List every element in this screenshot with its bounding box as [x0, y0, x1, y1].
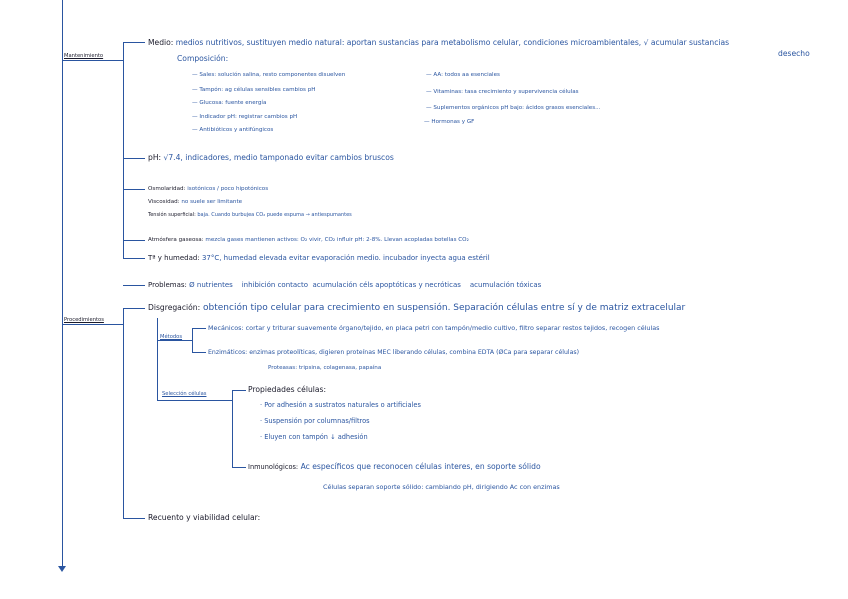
mecanicos-line: Mecánicos: cortar y triturar suavemente …	[208, 324, 660, 332]
connector	[123, 42, 145, 44]
connector	[123, 518, 145, 520]
proteasas-line: Proteasas: tripsina, colagenasa, papaína	[268, 365, 382, 371]
medio-line: Medio: medios nutritivos, sustituyen med…	[148, 38, 730, 47]
composicion-item: — AA: todos aa esenciales	[426, 72, 500, 78]
connector	[123, 189, 145, 191]
inmunologicos-line: Inmunológicos: Ac específicos que recono…	[248, 462, 541, 471]
composicion-heading: Composición:	[177, 54, 229, 63]
temperatura-line: Tª y humedad: 37°C, humedad elevada evit…	[148, 254, 490, 262]
connector	[192, 352, 206, 354]
composicion-item: — Glucosa: fuente energía	[192, 100, 267, 106]
disgregacion-line: Disgregación: obtención tipo celular par…	[148, 303, 686, 313]
connector	[157, 400, 232, 402]
propiedades-item: · Eluyen con tampón ↓ adhesión	[260, 433, 368, 441]
ph-line: pH: √7.4, indicadores, medio tamponado e…	[148, 153, 394, 162]
connector	[123, 285, 145, 287]
connector	[123, 308, 125, 518]
inmunologicos-line-2: Células separan soporte sólido: cambiand…	[323, 483, 560, 491]
seleccion-label: Selección células	[162, 391, 207, 397]
enzimaticos-line: Enzimáticos: enzimas proteolíticas, digi…	[208, 349, 580, 356]
arrow-down-icon	[58, 566, 66, 572]
connector	[192, 328, 194, 353]
recuento-line: Recuento y viabilidad celular:	[148, 513, 261, 522]
connector	[123, 42, 125, 259]
connector	[192, 328, 206, 330]
connector	[62, 324, 124, 326]
connector	[157, 340, 192, 342]
connector	[123, 240, 145, 242]
propiedades-item: · Suspensión por columnas/filtros	[260, 417, 370, 425]
connector	[123, 258, 145, 260]
section-label-mantenimiento: Mantenimiento	[64, 53, 104, 59]
connector	[232, 390, 246, 392]
medio-line-2: desecho	[778, 49, 810, 58]
propiedades-item: · Por adhesión a sustratos naturales o a…	[260, 401, 421, 409]
connector	[123, 308, 145, 310]
composicion-item: — Hormonas y GF	[424, 119, 475, 125]
composicion-item: — Suplementos orgánicos pH bajo: ácidos …	[426, 105, 601, 111]
metodos-label: Métodos	[160, 334, 183, 340]
composicion-item: — Tampón: ag células sensibles cambios p…	[192, 87, 316, 93]
connector	[232, 390, 234, 468]
main-vertical-line	[62, 0, 64, 568]
connector	[157, 318, 159, 400]
composicion-item: — Vitaminas: tasa crecimiento y superviv…	[426, 89, 579, 95]
composicion-item: — Sales: solución salina, resto componen…	[192, 72, 346, 78]
viscosidad-line: Viscosidad: no suele ser limitante	[148, 199, 243, 205]
composicion-item: — Indicador pH: registrar cambios pH	[192, 114, 298, 120]
propiedades-heading: Propiedades células:	[248, 385, 327, 394]
composicion-item: — Antibióticos y antifúngicos	[192, 127, 274, 133]
section-label-procedimientos: Procedimientos	[64, 317, 104, 323]
tension-line: Tensión superficial: baja. Cuando burbuj…	[148, 212, 352, 218]
connector	[62, 60, 124, 62]
connector	[232, 467, 246, 469]
problemas-line: Problemas: Ø nutrientes inhibición conta…	[148, 281, 542, 289]
osmolaridad-line: Osmolaridad: isotónicos / poco hipotónic…	[148, 186, 269, 192]
atmosfera-line: Atmósfera gaseosa: mezcla gases mantiene…	[148, 237, 469, 243]
connector	[123, 158, 145, 160]
